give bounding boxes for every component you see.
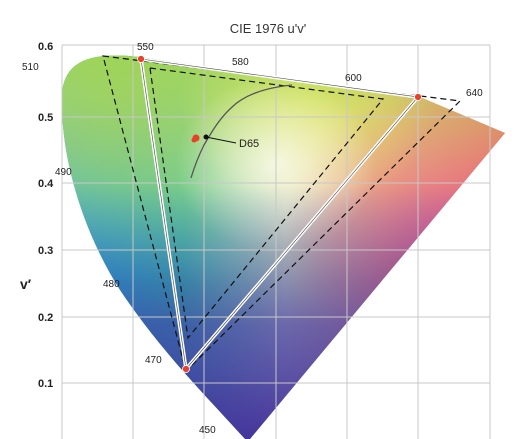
y-tick-label: 0.6: [38, 41, 53, 53]
d65-leader: [205, 136, 237, 144]
y-tick-label: 0.4: [38, 178, 54, 190]
y-tick-label: 0.3: [38, 245, 53, 257]
wavelength-label-600: 600: [345, 73, 362, 84]
wavelength-label-450: 450: [199, 425, 216, 436]
dashed-gamut-outer: [102, 55, 462, 373]
chart-title: CIE 1976 u'v': [230, 21, 307, 36]
primary-marker-green: [137, 55, 145, 63]
primary-marker-blue: [182, 365, 190, 373]
white-point-marker-b: [191, 137, 197, 143]
y-tick-label: 0.5: [38, 112, 53, 124]
white-point-label: D65: [239, 138, 259, 150]
y-tick-label: 0.1: [38, 378, 53, 390]
wavelength-label-470: 470: [145, 355, 162, 366]
y-axis-label: v′: [20, 276, 32, 292]
y-tick-label: 0.2: [38, 312, 53, 324]
spectral-locus-region: [61, 55, 506, 439]
solid-gamut-triangle-edge: [140, 58, 419, 370]
wavelength-label-480: 480: [103, 279, 120, 290]
planckian-locus: [190, 84, 293, 179]
wavelength-label-580: 580: [232, 57, 249, 68]
wavelength-label-640: 640: [466, 88, 483, 99]
primary-marker-red: [414, 93, 422, 101]
wavelength-label-550: 550: [137, 42, 154, 53]
wavelength-label-490: 490: [55, 167, 72, 178]
grid: [61, 44, 491, 439]
wavelength-label-510: 510: [22, 62, 39, 73]
